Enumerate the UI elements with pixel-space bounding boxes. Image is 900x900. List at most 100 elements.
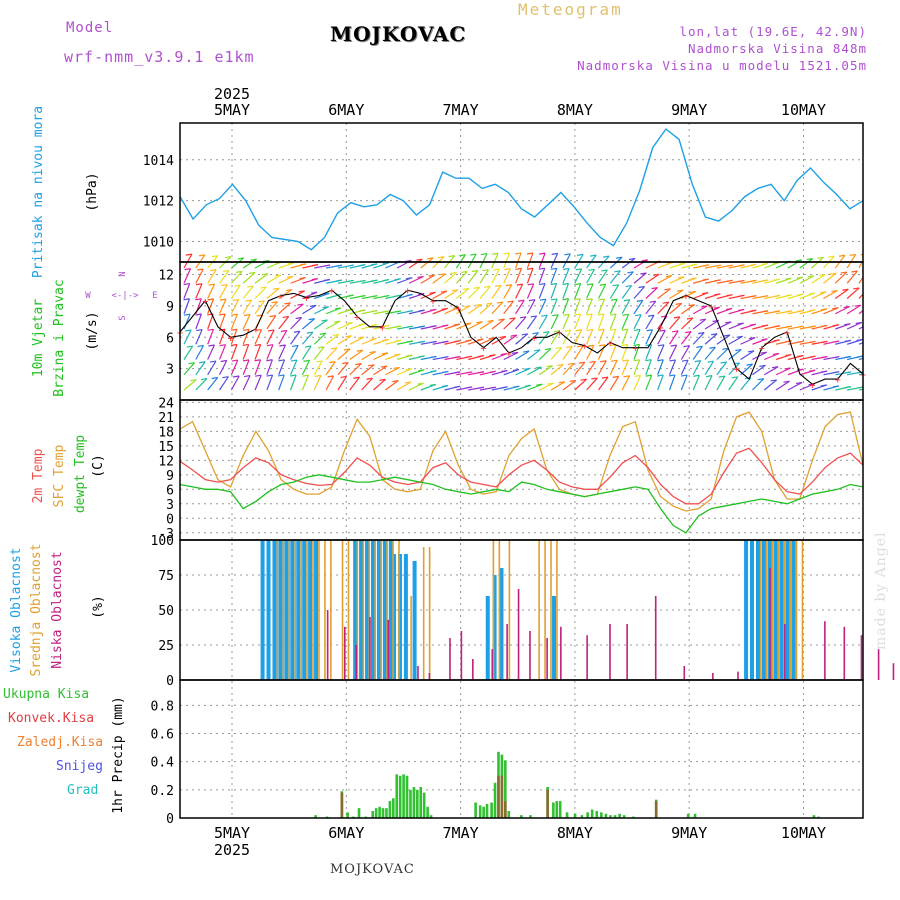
wind-barb-head	[501, 386, 508, 389]
wind-barb-head	[416, 258, 423, 261]
wind-barb-head	[477, 371, 485, 374]
mid-cloud-bar	[777, 540, 780, 680]
wind-barb-head	[480, 252, 488, 256]
wind-barb	[526, 283, 535, 299]
wind-barb-head	[854, 304, 861, 307]
bottom-day-label: 7MAY	[443, 824, 479, 842]
wind-barb	[609, 284, 620, 299]
high-cloud-bar	[314, 540, 319, 680]
wind-barb	[278, 344, 286, 360]
bottom-day-label: 8MAY	[557, 824, 593, 842]
wind-barb-head	[369, 350, 376, 354]
low-cloud-bar	[609, 624, 611, 680]
wind-gust-marker: +	[582, 342, 588, 353]
wind-barb	[183, 345, 194, 360]
wind-barb	[574, 254, 584, 269]
wind-barb	[621, 375, 631, 391]
wind-barb	[515, 316, 527, 330]
wind-barb	[645, 344, 653, 360]
wind-barb-head	[714, 264, 721, 267]
mid-cloud-bar	[801, 540, 804, 680]
wind-barb	[597, 313, 605, 330]
wind-barb-head	[311, 264, 319, 267]
wind-barb-head	[698, 332, 705, 335]
wind-barb	[491, 318, 505, 330]
wind-barb	[645, 329, 654, 345]
wind-barb	[527, 366, 542, 376]
wind-barb-head	[518, 299, 525, 302]
low-cloud-bar	[712, 673, 714, 680]
high-cloud-bar	[284, 540, 289, 680]
wind-barb-head	[359, 279, 366, 283]
wind-barb	[230, 375, 240, 391]
wind-barb-head	[442, 340, 449, 343]
mid-cloud-bar	[766, 540, 768, 680]
wind-barb-head	[190, 379, 197, 382]
dewpoint-line	[180, 474, 863, 534]
wind-barb-head	[392, 380, 399, 383]
top-day-label: 6MAY	[328, 101, 364, 119]
wind-barb-head	[600, 360, 607, 363]
bottom-year-label: 2025	[214, 841, 250, 859]
wind-barb	[218, 360, 228, 376]
wind-barb	[503, 252, 511, 269]
wind-barb-head	[287, 275, 294, 278]
wind-barb-head	[287, 262, 295, 265]
wind-barb-head	[598, 344, 605, 347]
wind-barb-head	[440, 290, 447, 293]
wind-barb	[835, 305, 850, 315]
wind-barb-head	[686, 317, 694, 320]
wind-barb-head	[574, 283, 581, 286]
wind-gust-marker: +	[531, 333, 537, 344]
conv-precip-bar	[504, 801, 507, 818]
wind-barb-head	[784, 367, 791, 370]
wind-barb	[621, 299, 631, 315]
wind-barb-head	[726, 294, 733, 297]
wind-barb-head	[856, 386, 863, 389]
total-precip-bar	[622, 815, 626, 818]
wind-barb	[183, 253, 193, 269]
low-cloud-bar	[460, 631, 463, 680]
wind-barb-head	[621, 343, 628, 347]
wind-barb-head	[454, 385, 461, 388]
mid-cloud-bar	[544, 540, 546, 680]
sfc-temp-legend: SFC Temp	[52, 445, 67, 508]
wind-barb	[716, 347, 729, 360]
mid-cloud-bar	[498, 540, 501, 680]
wind-barb	[858, 373, 863, 376]
wind-barb	[278, 316, 290, 330]
wind-barb	[562, 329, 572, 345]
wind-barb-head	[188, 362, 195, 365]
wind-barb	[266, 274, 281, 284]
wind-barb	[526, 315, 538, 330]
wind-barb	[361, 351, 376, 361]
wind-barb	[609, 299, 618, 315]
wind-barb	[740, 337, 756, 345]
precip-tick-label: 0.4	[151, 756, 175, 771]
wind-barb	[681, 290, 696, 300]
wind-barb-head	[547, 382, 554, 385]
wind-barb	[207, 344, 215, 360]
wind-barb	[586, 298, 593, 314]
wind-barb-head	[761, 262, 768, 266]
wind-barb	[467, 286, 481, 299]
wind-barb-head	[772, 352, 780, 356]
mid-cloud-bar	[760, 540, 762, 680]
wind-barb-head	[224, 256, 231, 259]
wind-barb	[550, 314, 559, 330]
wind-barb-head	[808, 292, 815, 295]
wind-barb-head	[551, 298, 558, 301]
wind-barb-head	[519, 316, 527, 319]
wind-barb-head	[430, 355, 437, 359]
wind-barb-head	[186, 345, 193, 348]
total-precip-bar	[385, 808, 388, 818]
wind-barb-head	[242, 359, 250, 362]
wind-barb-head	[575, 329, 582, 332]
wind-barb-head	[868, 338, 874, 339]
wind-barb	[385, 366, 400, 376]
wind-barb-head	[254, 359, 261, 362]
wind-barb	[846, 304, 862, 315]
wind-barb-head	[311, 278, 318, 281]
wind-barb	[290, 303, 304, 315]
wind-barb-head	[465, 339, 472, 342]
